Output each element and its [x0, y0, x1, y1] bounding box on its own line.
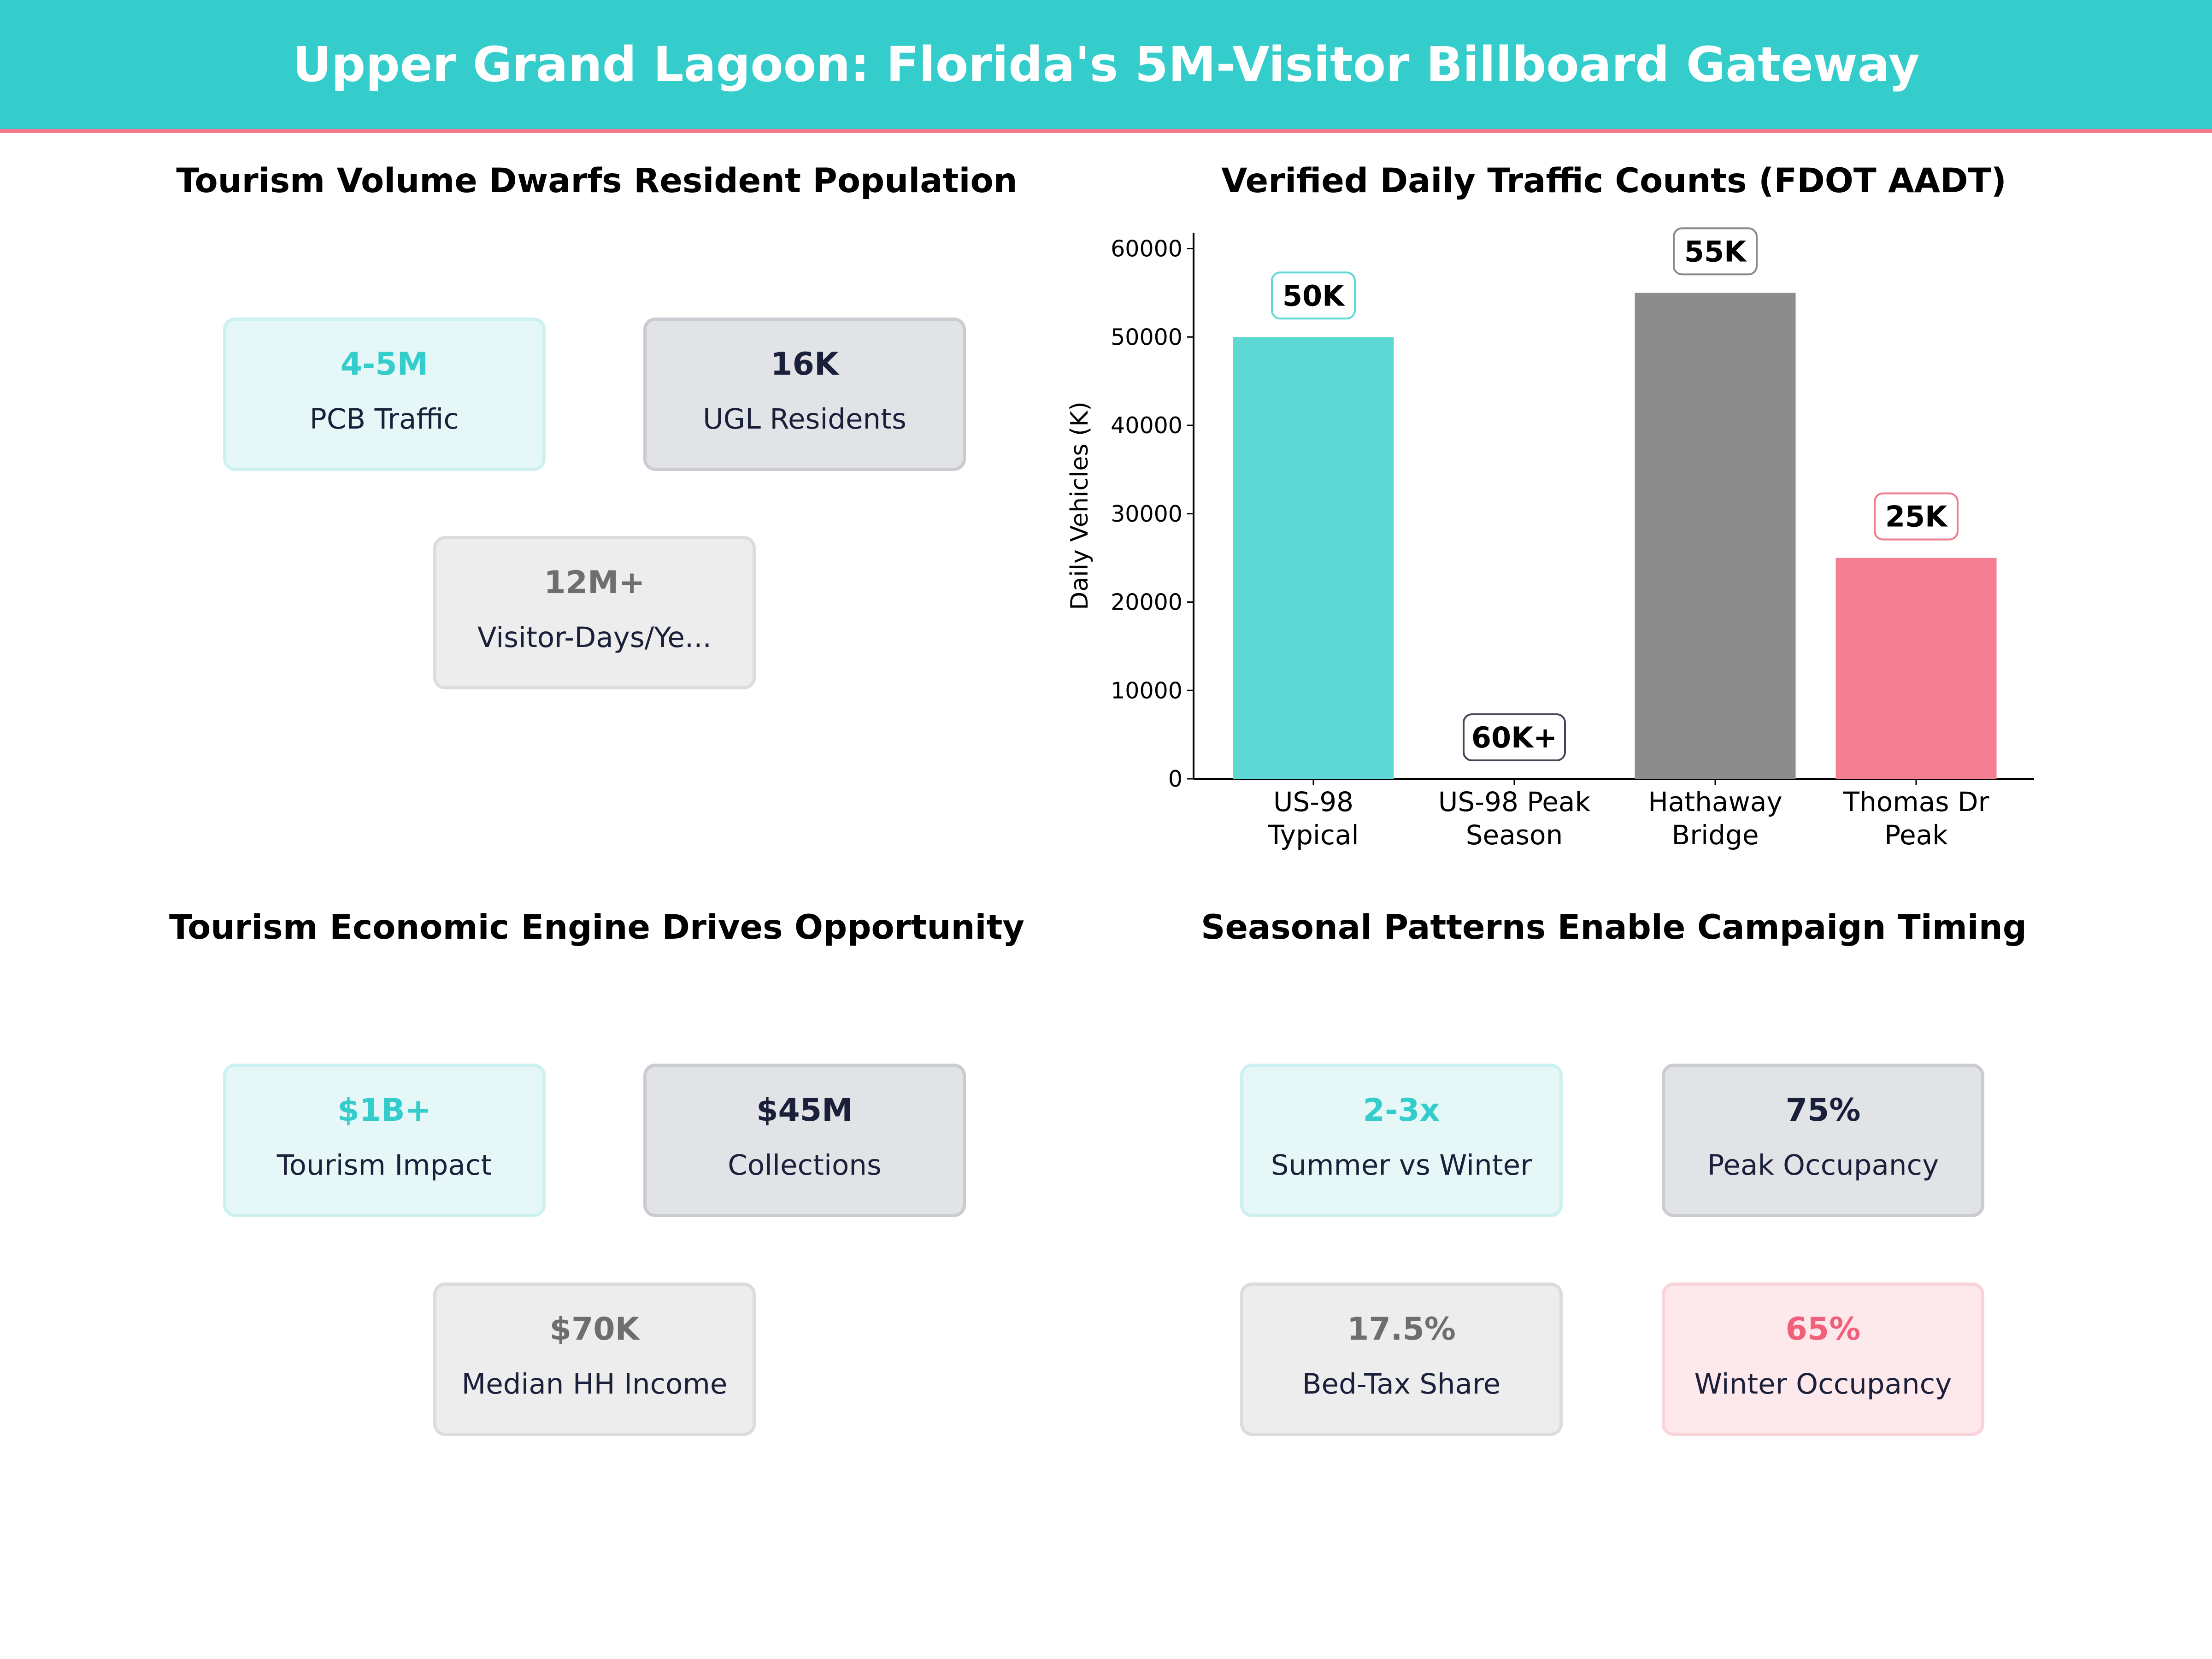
stat-value: 16K [771, 346, 839, 382]
stat-value: 2-3x [1363, 1092, 1440, 1129]
x-tick-label: US-98 Peak [1438, 786, 1591, 818]
stat-label: Bed-Tax Share [1302, 1368, 1501, 1400]
x-tick-label: Season [1466, 819, 1563, 851]
stat-label: Collections [728, 1149, 882, 1182]
stat-value: $45M [756, 1092, 853, 1129]
economy-stat-card: $45M Collections [643, 1064, 966, 1217]
header-banner: Upper Grand Lagoon: Florida's 5M-Visitor… [0, 0, 2212, 133]
seasonal-panel-title: Seasonal Patterns Enable Campaign Timing [1200, 908, 2027, 947]
economy-stat-card: $70K Median HH Income [433, 1282, 756, 1436]
stat-label: Peak Occupancy [1707, 1149, 1939, 1182]
stat-value: 12M+ [544, 565, 645, 601]
economy-stat-card: $1B+ Tourism Impact [223, 1064, 546, 1217]
x-tick-label: Typical [1267, 819, 1359, 851]
population-panel-title: Tourism Volume Dwarfs Resident Populatio… [176, 161, 1018, 200]
stat-value: 17.5% [1347, 1311, 1456, 1347]
data-label: 50K [1282, 279, 1345, 312]
y-tick-label: 0 [1168, 766, 1182, 792]
stat-label: Summer vs Winter [1271, 1149, 1532, 1182]
seasonal-stat-card: 75% Peak Occupancy [1662, 1064, 1984, 1217]
population-stat-card: 16K UGL Residents [643, 318, 966, 471]
data-label-box [1673, 227, 1758, 276]
data-label-box [1271, 271, 1356, 320]
y-tick-label: 50000 [1111, 324, 1182, 350]
stat-value: 75% [1785, 1092, 1861, 1129]
seasonal-stat-card: 65% Winter Occupancy [1662, 1282, 1984, 1436]
bar [1635, 293, 1796, 779]
bar [1233, 337, 1394, 779]
x-tick-label: Peak [1884, 819, 1948, 851]
x-tick-label: Hathaway [1648, 786, 1783, 818]
y-tick-label: 30000 [1111, 501, 1182, 527]
y-axis-label: Daily Vehicles (K) [1066, 401, 1094, 610]
data-label: 60K+ [1471, 721, 1557, 754]
stat-label: Tourism Impact [276, 1149, 492, 1182]
stat-label: UGL Residents [703, 403, 906, 435]
seasonal-stat-card: 17.5% Bed-Tax Share [1240, 1282, 1563, 1436]
data-label: 25K [1885, 500, 1948, 534]
seasonal-stat-card: 2-3x Summer vs Winter [1240, 1064, 1563, 1217]
stat-value: $70K [549, 1311, 640, 1347]
stat-label: Winter Occupancy [1694, 1368, 1952, 1400]
x-tick-label: US-98 [1273, 786, 1353, 818]
population-stat-card: 4-5M PCB Traffic [223, 318, 546, 471]
data-label-box [1874, 492, 1959, 541]
x-tick-label: Thomas Dr [1843, 786, 1989, 818]
stat-value: 4-5M [340, 346, 429, 382]
data-label: 55K [1684, 235, 1747, 268]
stat-label: PCB Traffic [310, 403, 459, 435]
y-tick-label: 10000 [1111, 677, 1182, 704]
page-title: Upper Grand Lagoon: Florida's 5M-Visitor… [292, 36, 1920, 93]
stat-value: $1B+ [337, 1092, 431, 1129]
chart-title: Verified Daily Traffic Counts (FDOT AADT… [1221, 161, 2006, 200]
stat-label: Visitor-Days/Ye... [477, 621, 712, 654]
population-stat-card: 12M+ Visitor-Days/Ye... [433, 536, 756, 689]
y-tick-label: 40000 [1111, 412, 1182, 439]
data-label-box [1463, 713, 1566, 761]
y-tick-label: 60000 [1111, 236, 1182, 262]
y-tick-label: 20000 [1111, 589, 1182, 616]
stat-value: 65% [1785, 1311, 1861, 1347]
stat-label: Median HH Income [461, 1368, 728, 1400]
x-tick-label: Bridge [1671, 819, 1759, 851]
bar [1835, 558, 1997, 779]
economy-panel-title: Tourism Economic Engine Drives Opportuni… [169, 908, 1025, 947]
